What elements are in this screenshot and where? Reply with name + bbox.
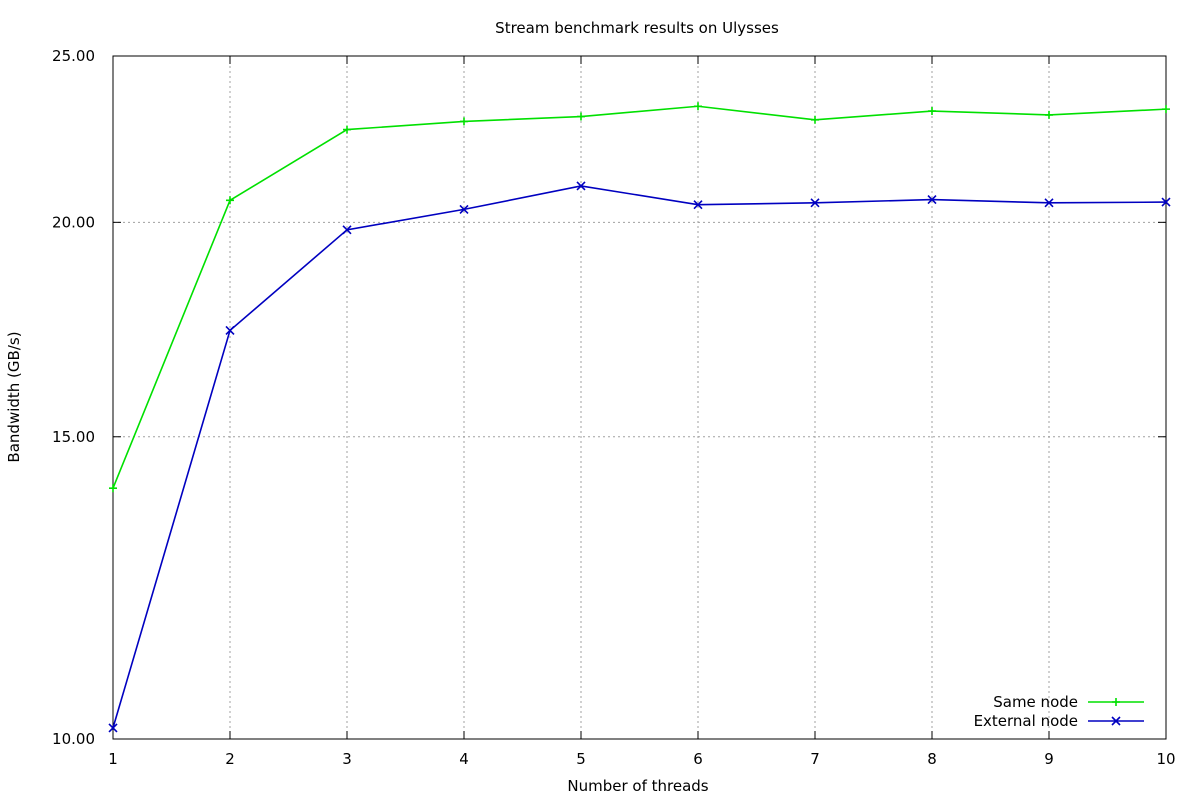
x-axis-label: Number of threads: [567, 777, 708, 795]
external-node-point: [576, 181, 586, 191]
same-node-point: [928, 107, 936, 116]
grid: [113, 56, 1166, 739]
legend-label-external-node: External node: [974, 712, 1078, 730]
external-node-point: [1044, 198, 1054, 208]
legend-marker-external-node: [1111, 716, 1121, 726]
plot-frame: [112, 55, 1167, 740]
same-node-point: [343, 125, 351, 134]
legend-marker-same-node: [1112, 698, 1120, 706]
same-node-point: [577, 112, 585, 121]
x-tick-label: 3: [342, 750, 352, 768]
x-tick-label: 9: [1044, 750, 1054, 768]
external-node-point: [108, 723, 118, 733]
y-axis-label: Bandwidth (GB/s): [5, 331, 23, 462]
legend-label-same-node: Same node: [993, 693, 1078, 711]
external-node-point: [1161, 197, 1171, 207]
x-tick-label: 7: [810, 750, 820, 768]
x-tick-label: 8: [927, 750, 937, 768]
x-tick-label: 5: [576, 750, 586, 768]
series-layer: [108, 102, 1171, 733]
axes: 1 2 3 4 5 6 7 8 9 10 10.00 15.00 20.00 25.00: [52, 47, 1176, 768]
x-tick-label: 6: [693, 750, 703, 768]
same-node-point: [1162, 105, 1170, 114]
external-node-point: [459, 204, 469, 214]
x-tick-label: 2: [225, 750, 235, 768]
chart-title: Stream benchmark results on Ulysses: [495, 19, 779, 37]
external-node-line: [112, 185, 1167, 729]
external-node-point: [342, 225, 352, 235]
x-tick-label: 1: [108, 750, 118, 768]
y-tick-label: 10.00: [52, 730, 95, 748]
external-node-point: [225, 325, 235, 335]
same-node-point: [694, 102, 702, 111]
same-node-point: [460, 117, 468, 126]
y-tick-label: 25.00: [52, 47, 95, 65]
same-node-point: [226, 196, 234, 205]
y-tick-label: 15.00: [52, 428, 95, 446]
x-tick-label: 10: [1156, 750, 1175, 768]
same-node-point: [109, 484, 117, 493]
same-node-point: [811, 115, 819, 124]
external-node-point: [810, 198, 820, 208]
external-node-point: [693, 200, 703, 210]
external-node-point: [927, 195, 937, 205]
same-node-point: [1045, 110, 1053, 119]
y-tick-label: 20.00: [52, 213, 95, 231]
x-tick-label: 4: [459, 750, 469, 768]
same-node-line: [112, 105, 1167, 489]
